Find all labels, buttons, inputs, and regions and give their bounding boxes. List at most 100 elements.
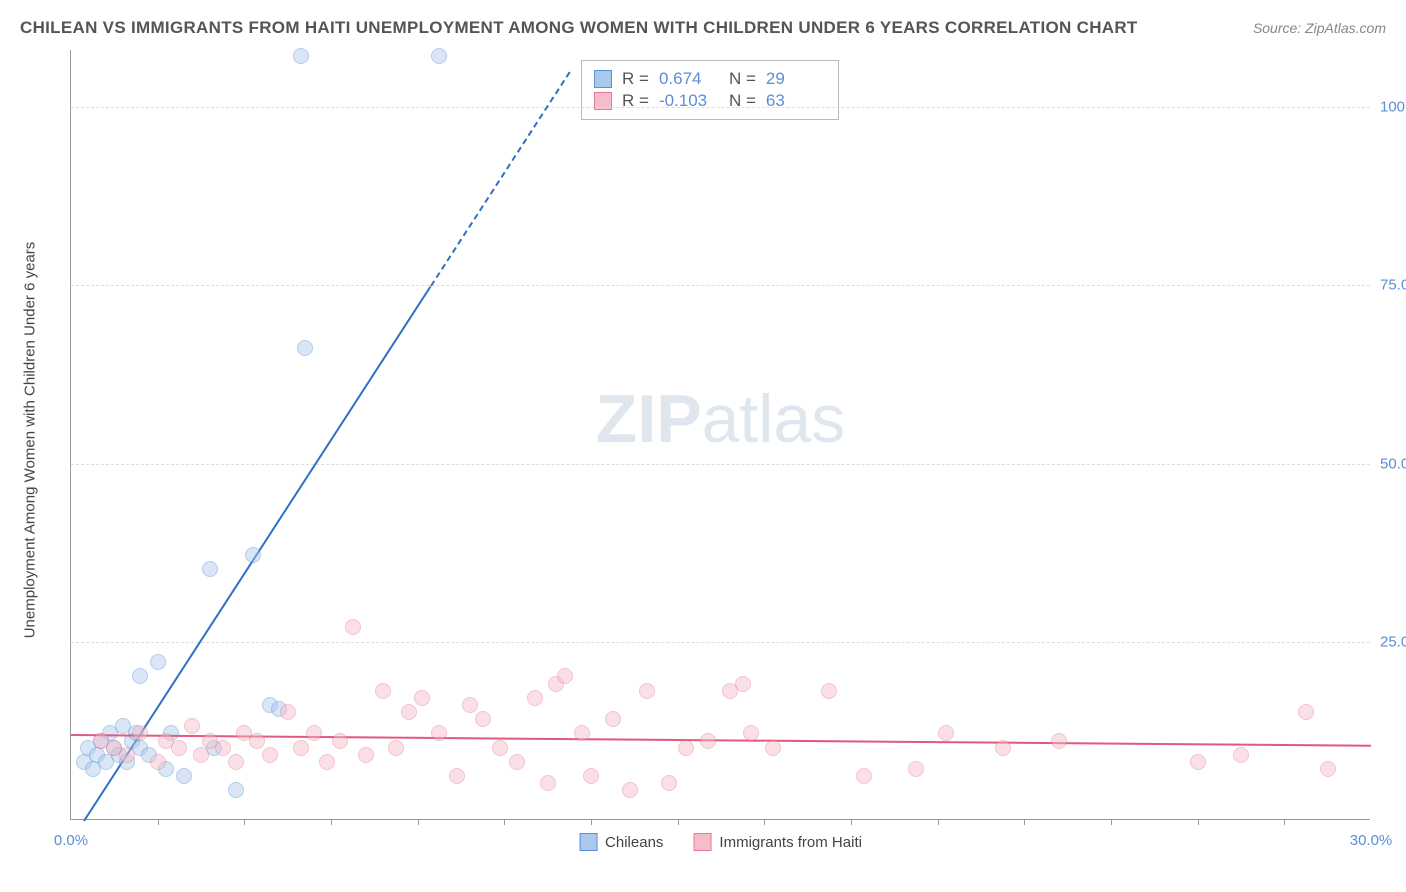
x-tick-mark — [331, 819, 332, 825]
data-point — [449, 768, 465, 784]
gridline — [71, 464, 1370, 465]
trend-line — [430, 72, 570, 287]
data-point — [678, 740, 694, 756]
data-point — [1051, 733, 1067, 749]
data-point — [202, 561, 218, 577]
data-point — [171, 740, 187, 756]
data-point — [358, 747, 374, 763]
data-point — [938, 725, 954, 741]
data-point — [743, 725, 759, 741]
stat-n-label: N = — [729, 69, 756, 89]
y-axis-label: Unemployment Among Women with Children U… — [22, 242, 39, 639]
data-point — [1190, 754, 1206, 770]
data-point — [280, 704, 296, 720]
data-point — [821, 683, 837, 699]
x-tick-mark — [158, 819, 159, 825]
data-point — [700, 733, 716, 749]
data-point — [475, 711, 491, 727]
data-point — [375, 683, 391, 699]
data-point — [132, 725, 148, 741]
data-point — [293, 48, 309, 64]
x-tick-mark — [764, 819, 765, 825]
data-point — [540, 775, 556, 791]
data-point — [332, 733, 348, 749]
data-point — [150, 754, 166, 770]
x-tick-mark — [418, 819, 419, 825]
plot-box: ZIPatlas R =0.674N =29R =-0.103N =63 Chi… — [70, 50, 1370, 820]
watermark: ZIPatlas — [596, 380, 845, 458]
data-point — [431, 48, 447, 64]
y-tick-label: 100.0% — [1380, 99, 1406, 116]
bottom-legend: Chileans Immigrants from Haiti — [579, 833, 862, 851]
legend-label: Immigrants from Haiti — [719, 834, 862, 851]
data-point — [345, 619, 361, 635]
legend-swatch — [579, 833, 597, 851]
gridline — [71, 107, 1370, 108]
data-point — [184, 718, 200, 734]
chart-title: CHILEAN VS IMMIGRANTS FROM HAITI UNEMPLO… — [20, 18, 1138, 38]
data-point — [297, 340, 313, 356]
data-point — [995, 740, 1011, 756]
x-tick-mark — [244, 819, 245, 825]
data-point — [557, 668, 573, 684]
x-tick-label: 30.0% — [1350, 832, 1393, 849]
data-point — [462, 697, 478, 713]
x-tick-mark — [1111, 819, 1112, 825]
data-point — [527, 690, 543, 706]
data-point — [661, 775, 677, 791]
stat-n-value: 29 — [766, 69, 826, 89]
trend-line — [71, 734, 1371, 747]
data-point — [215, 740, 231, 756]
data-point — [1298, 704, 1314, 720]
x-tick-label: 0.0% — [54, 832, 88, 849]
data-point — [150, 654, 166, 670]
data-point — [388, 740, 404, 756]
data-point — [262, 747, 278, 763]
legend-item: Immigrants from Haiti — [693, 833, 862, 851]
legend-stats-box: R =0.674N =29R =-0.103N =63 — [581, 60, 839, 120]
data-point — [583, 768, 599, 784]
data-point — [492, 740, 508, 756]
watermark-light: atlas — [702, 381, 846, 457]
title-bar: CHILEAN VS IMMIGRANTS FROM HAITI UNEMPLO… — [20, 18, 1386, 38]
source-attribution: Source: ZipAtlas.com — [1253, 20, 1386, 36]
data-point — [1233, 747, 1249, 763]
gridline — [71, 285, 1370, 286]
data-point — [414, 690, 430, 706]
data-point — [856, 768, 872, 784]
data-point — [735, 676, 751, 692]
x-tick-mark — [504, 819, 505, 825]
legend-label: Chileans — [605, 834, 663, 851]
x-tick-mark — [678, 819, 679, 825]
data-point — [431, 725, 447, 741]
data-point — [908, 761, 924, 777]
data-point — [228, 754, 244, 770]
y-tick-label: 50.0% — [1380, 455, 1406, 472]
legend-swatch — [693, 833, 711, 851]
data-point — [401, 704, 417, 720]
data-point — [176, 768, 192, 784]
y-tick-label: 25.0% — [1380, 633, 1406, 650]
data-point — [228, 782, 244, 798]
data-point — [509, 754, 525, 770]
data-point — [306, 725, 322, 741]
gridline — [71, 642, 1370, 643]
data-point — [245, 547, 261, 563]
data-point — [639, 683, 655, 699]
data-point — [765, 740, 781, 756]
data-point — [119, 747, 135, 763]
x-tick-mark — [591, 819, 592, 825]
legend-swatch — [594, 70, 612, 88]
data-point — [605, 711, 621, 727]
stat-r-label: R = — [622, 69, 649, 89]
data-point — [249, 733, 265, 749]
x-tick-mark — [938, 819, 939, 825]
data-point — [293, 740, 309, 756]
data-point — [132, 668, 148, 684]
data-point — [319, 754, 335, 770]
legend-item: Chileans — [579, 833, 663, 851]
data-point — [193, 747, 209, 763]
data-point — [1320, 761, 1336, 777]
x-tick-mark — [1198, 819, 1199, 825]
x-tick-mark — [851, 819, 852, 825]
